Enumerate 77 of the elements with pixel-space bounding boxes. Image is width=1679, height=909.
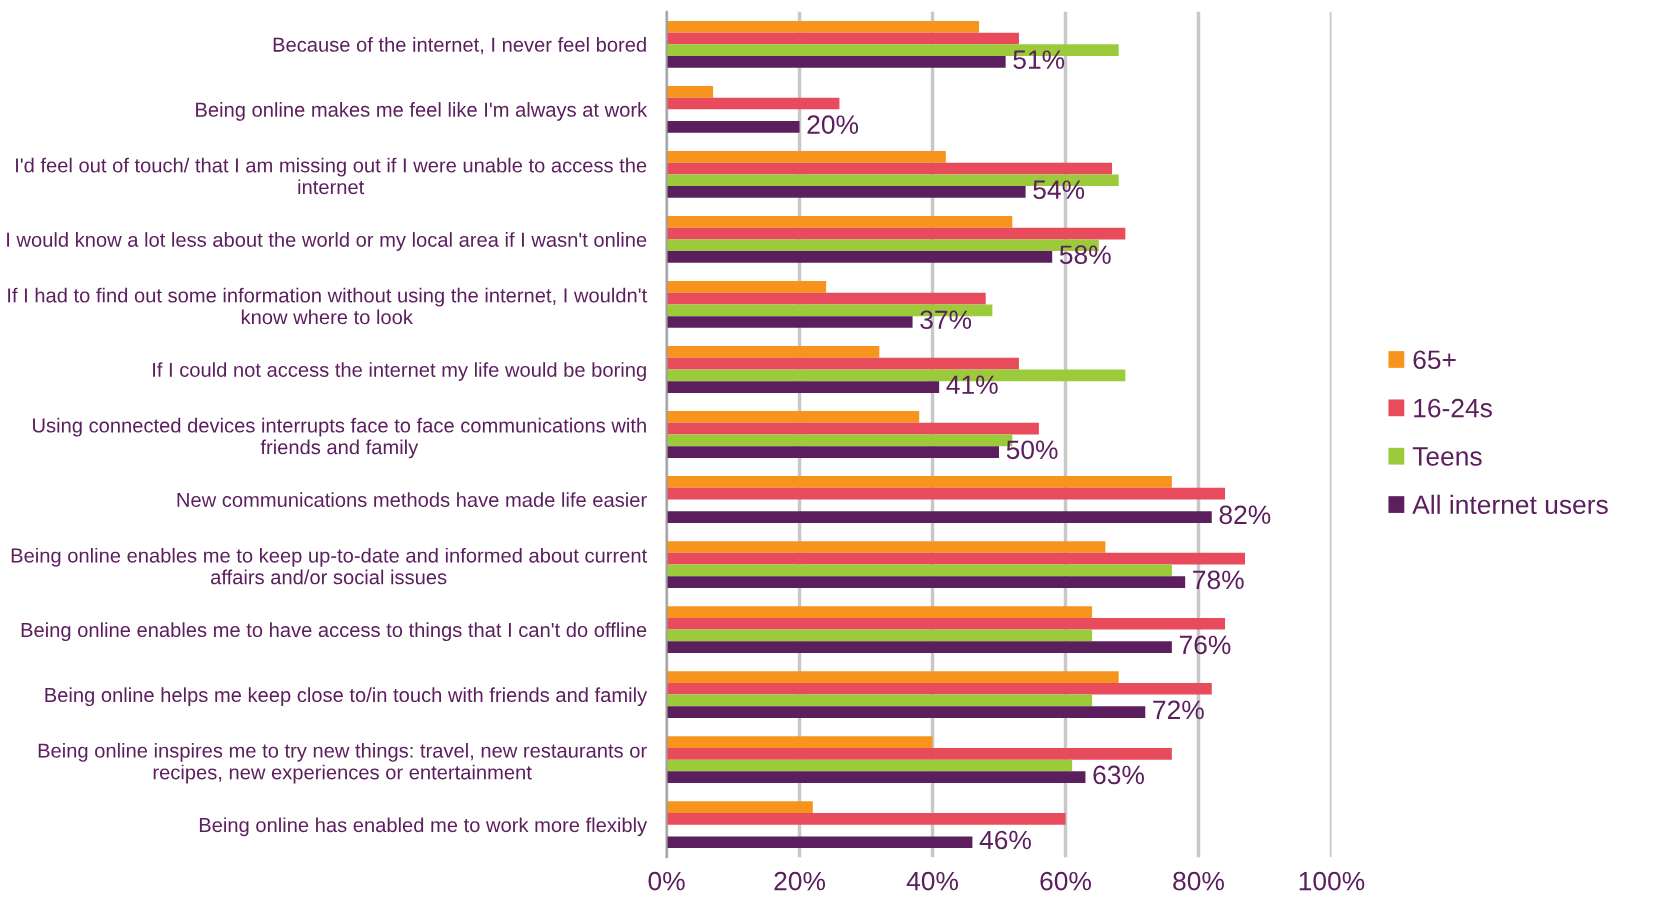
bar — [666, 56, 1006, 68]
bar — [666, 511, 1212, 523]
bar — [666, 671, 1119, 683]
bar — [666, 411, 920, 423]
data-label: 82% — [1219, 505, 1271, 525]
y-tick-label: If I had to find out some information without using the internet, I wouldn't know where to look — [8, 287, 648, 325]
bar — [666, 617, 1226, 630]
x-tick-label: 40% — [906, 871, 958, 891]
bar — [666, 541, 1106, 553]
bar — [666, 422, 1039, 435]
bar — [666, 216, 1013, 228]
data-label: 20% — [807, 115, 859, 134]
bar — [666, 564, 1172, 577]
bar — [666, 357, 1019, 370]
y-tick-label: Being online inspires me to try new things: travel, new restaurants or recipes, new experiences or entertainment — [38, 742, 647, 784]
bar — [666, 706, 1146, 719]
bar — [666, 606, 1093, 618]
bar — [666, 251, 1053, 263]
data-label: 41% — [946, 375, 998, 395]
bar — [666, 747, 1172, 760]
bar — [666, 736, 933, 748]
bar — [666, 121, 800, 133]
y-tick-label: I would know a lot less about the world or my local area if I wasn't online — [7, 232, 647, 251]
legend-label: Teens — [1412, 447, 1482, 466]
bar — [666, 346, 880, 358]
legend-label: 65+ — [1413, 350, 1456, 370]
bar — [666, 576, 1186, 588]
bar — [666, 20, 980, 33]
data-label: 54% — [1033, 180, 1085, 200]
bar — [666, 801, 813, 813]
bar — [666, 487, 1226, 500]
bar — [666, 836, 973, 849]
y-tick-label: Because of the internet, I never feel bored — [273, 37, 646, 55]
bar — [666, 771, 1086, 784]
bar — [666, 641, 1172, 653]
bar — [666, 759, 1073, 772]
y-tick-label: Being online makes me feel like I'm always at work — [196, 102, 648, 121]
bar — [666, 162, 1113, 175]
data-label: 78% — [1193, 570, 1244, 590]
y-tick-label: Being online enables me to have access to things that I can't do offline — [21, 622, 647, 642]
bar — [666, 281, 827, 293]
bar — [666, 186, 1026, 198]
data-label: 50% — [1006, 440, 1058, 460]
bar — [666, 682, 1212, 695]
x-tick-label: 20% — [774, 871, 826, 891]
bar — [666, 552, 1246, 565]
x-tick-label: 80% — [1173, 871, 1224, 891]
legend-label: All internet users — [1412, 494, 1608, 515]
legend-label: 16-24s — [1414, 398, 1492, 418]
bar — [666, 85, 714, 98]
bar — [666, 97, 840, 110]
bar — [666, 381, 940, 393]
data-label: 46% — [979, 830, 1031, 850]
y-tick-label: Being online has enabled me to work more flexibly — [199, 817, 648, 837]
bar — [666, 316, 913, 328]
y-tick-label: New communications methods have made life easier — [177, 492, 647, 508]
data-label: 37% — [920, 310, 972, 330]
data-label: 72% — [1153, 700, 1204, 720]
y-tick-label: Using connected devices interrupts face to face communications with friends and family — [33, 417, 646, 459]
x-tick-label: 100% — [1299, 871, 1365, 891]
y-tick-label: If I could not access the internet my life would be boring — [153, 362, 646, 381]
data-label: 63% — [1093, 765, 1144, 785]
bar — [666, 292, 986, 305]
bar — [666, 150, 946, 163]
bar — [666, 629, 1093, 642]
y-tick-label: I'd feel out of touch/ that I am missing out if I were unable to access the internet — [16, 157, 647, 195]
data-label: 76% — [1179, 635, 1231, 655]
bar — [666, 694, 1093, 707]
x-tick-label: 0% — [648, 871, 685, 891]
bar — [666, 32, 1019, 45]
y-tick-label: Being online helps me keep close to/in touch with friends and family — [45, 687, 648, 707]
x-tick-label: 60% — [1040, 871, 1091, 891]
bar — [666, 446, 999, 458]
bar — [666, 476, 1172, 488]
bar — [666, 227, 1126, 240]
y-tick-label: Being online enables me to keep up-to-date and informed about current affairs and/or social issues — [11, 547, 648, 585]
bar — [666, 812, 1066, 825]
